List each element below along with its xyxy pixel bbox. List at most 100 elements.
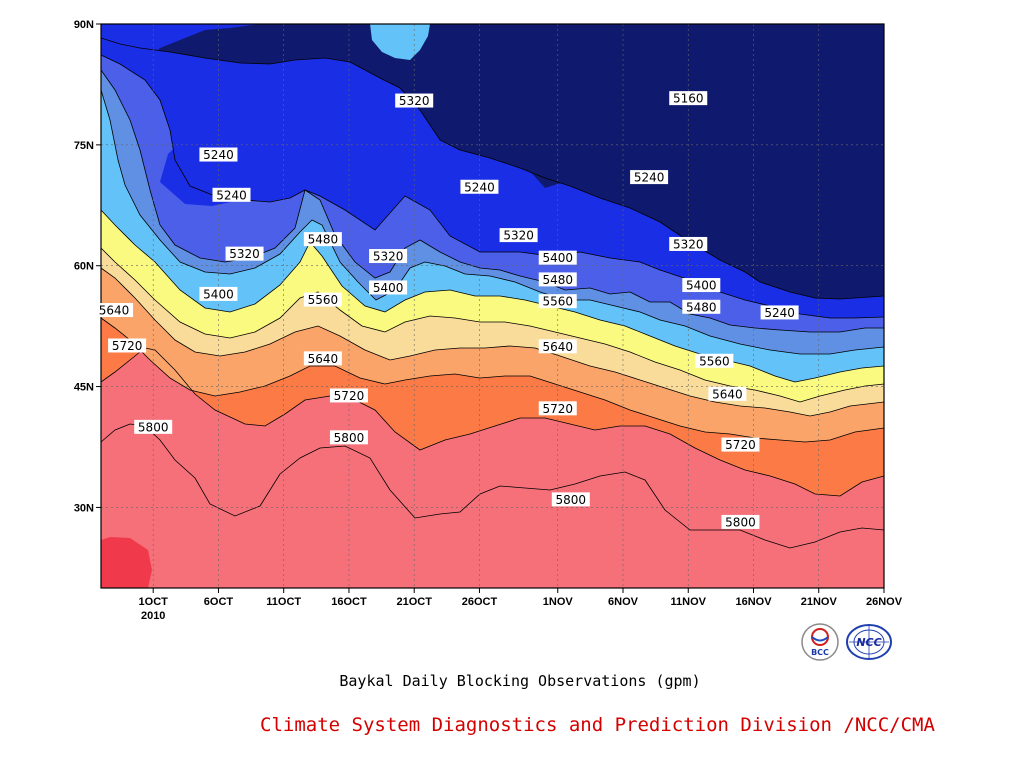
contour-line-6 <box>100 267 885 417</box>
contour-label-box <box>551 492 590 507</box>
contour-label-text: 5320 <box>673 237 704 251</box>
high-lat-band-left <box>101 24 260 66</box>
contour-label-box <box>538 339 577 354</box>
band-5240-pocket <box>160 128 270 206</box>
ncc-logo-text: NCC <box>856 636 881 649</box>
contour-label-text: 5240 <box>216 188 247 202</box>
contour-label-text: 5400 <box>203 287 234 301</box>
contour-label-text: 5800 <box>725 515 756 529</box>
contour-line-8 <box>100 347 885 497</box>
contour-label-box <box>669 236 708 251</box>
contour-label-box <box>538 401 577 416</box>
contour-label-5640: 5640 <box>708 386 747 401</box>
contour-label-box <box>303 351 342 366</box>
contour-label-5800: 5800 <box>134 419 173 434</box>
ncc-logo: NCC <box>846 624 892 660</box>
contour-label-text: 5800 <box>556 493 587 507</box>
contour-line-5 <box>100 247 885 403</box>
contour-label-5720: 5720 <box>108 338 147 353</box>
contour-label-text: 5800 <box>138 420 169 434</box>
contour-label-5720: 5720 <box>721 437 760 452</box>
contour-label-text: 5560 <box>308 293 339 307</box>
contour-label-box <box>108 338 147 353</box>
contour-label-5640: 5640 <box>538 339 577 354</box>
contour-label-text: 5720 <box>112 339 143 353</box>
contour-label-5320: 5320 <box>499 228 538 243</box>
contour-label-text: 5320 <box>503 229 534 243</box>
contour-label-text: 5240 <box>634 171 665 185</box>
contour-label-box <box>721 437 760 452</box>
contour-label-box <box>721 514 760 529</box>
contour-label-5800: 5800 <box>329 430 368 445</box>
x-tick-label: 26NOV <box>866 596 903 608</box>
contour-label-box <box>329 430 368 445</box>
band-5880-plus <box>101 537 152 588</box>
contour-label-text: 5240 <box>464 180 495 194</box>
x-tick-label: 11OCT <box>266 596 301 608</box>
x-tick-label: 1OCT <box>139 596 169 608</box>
contour-label-5320: 5320 <box>369 249 408 264</box>
contour-label-5400: 5400 <box>682 278 721 293</box>
contour-label-text: 5240 <box>203 148 234 162</box>
axis-ticks: 1OCT 6OCT 11OCT 16OCT 21OCT 26OCT 1NOV 6NOV 11NO… <box>74 19 903 622</box>
contour-label-box <box>329 388 368 403</box>
y-tick-label: 90N <box>74 19 94 31</box>
contour-label-text: 5640 <box>308 352 339 366</box>
contour-label-5400: 5400 <box>199 286 238 301</box>
contour-label-text: 5640 <box>99 304 130 318</box>
bcc-logo: BCC <box>801 623 839 661</box>
contour-label-box <box>708 386 747 401</box>
contour-label-text: 5560 <box>699 354 730 368</box>
x-tick-label: 26OCT <box>462 596 498 608</box>
contour-label-5800: 5800 <box>551 492 590 507</box>
contour-label-box <box>538 294 577 309</box>
contour-line-7 <box>100 317 885 443</box>
contour-label-text: 5800 <box>334 431 365 445</box>
contour-label-text: 5720 <box>334 389 365 403</box>
contour-line-4 <box>100 209 885 383</box>
contour-label-text: 5320 <box>399 94 430 108</box>
contour-label-box <box>760 305 799 320</box>
contour-label-box <box>199 286 238 301</box>
contour-outlines <box>100 37 885 549</box>
contour-label-5720: 5720 <box>329 388 368 403</box>
contour-label-text: 5720 <box>725 438 756 452</box>
contour-label-5560: 5560 <box>303 292 342 307</box>
x-year-label: 2010 <box>141 610 165 622</box>
contour-label-text: 5400 <box>542 251 573 265</box>
contour-label-box <box>499 228 538 243</box>
contour-label-box <box>460 179 499 194</box>
contour-label-text: 5560 <box>542 295 573 309</box>
contour-label-5320: 5320 <box>669 236 708 251</box>
contour-label-5240: 5240 <box>760 305 799 320</box>
contour-label-5240: 5240 <box>199 147 238 162</box>
x-tick-label: 16NOV <box>735 596 772 608</box>
contour-label-5480: 5480 <box>538 272 577 287</box>
contour-label-text: 5320 <box>229 247 260 261</box>
contour-label-text: 5480 <box>308 233 339 247</box>
contour-line-0 <box>100 37 885 300</box>
contour-label-box <box>225 246 264 261</box>
contour-label-5720: 5720 <box>538 401 577 416</box>
contour-label-box <box>669 91 708 106</box>
contour-label-5320: 5320 <box>395 93 434 108</box>
contour-label-5320: 5320 <box>225 246 264 261</box>
contour-label-5160: 5160 <box>669 91 708 106</box>
x-tick-label: 6NOV <box>608 596 639 608</box>
x-tick-label: 1NOV <box>543 596 574 608</box>
x-tick-label: 21OCT <box>396 596 432 608</box>
contour-line-2 <box>100 69 884 333</box>
contour-line-1 <box>100 54 885 319</box>
contour-labels: 5320 5160 5240 5240 5240 5240 5320 5320 5320 5320… <box>95 91 799 529</box>
bcc-logo-text: BCC <box>811 648 829 657</box>
contour-label-5640: 5640 <box>95 303 134 318</box>
x-tick-label: 6OCT <box>204 596 234 608</box>
contour-label-5800: 5800 <box>721 514 760 529</box>
contour-label-box <box>199 147 238 162</box>
contour-label-box <box>303 232 342 247</box>
y-tick-label: 30N <box>74 502 94 514</box>
contour-label-5240: 5240 <box>630 170 669 185</box>
contour-label-5640: 5640 <box>303 351 342 366</box>
contour-label-5240: 5240 <box>212 187 251 202</box>
